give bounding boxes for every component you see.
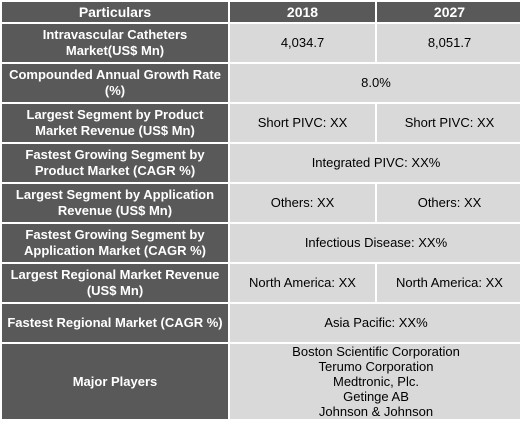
row-label-fastest-product: Fastest Growing Segment by Product Marke…: [2, 144, 228, 182]
table-row: Largest Segment by Product Market Revenu…: [2, 104, 520, 142]
table-row: Fastest Regional Market (CAGR %) Asia Pa…: [2, 304, 520, 342]
cell-largest-regional-2027: North America: XX: [377, 264, 520, 302]
player-name: Terumo Corporation: [318, 359, 434, 374]
table-row: Fastest Growing Segment by Product Marke…: [2, 144, 520, 182]
cell-largest-regional-2018: North America: XX: [230, 264, 375, 302]
row-label-largest-regional: Largest Regional Market Revenue (US$ Mn): [2, 264, 228, 302]
cell-largest-application-2018: Others: XX: [230, 184, 375, 222]
player-name: Boston Scientific Corporation: [292, 344, 460, 359]
row-label-largest-product: Largest Segment by Product Market Revenu…: [2, 104, 228, 142]
cell-fastest-regional: Asia Pacific: XX%: [230, 304, 520, 342]
row-label-market-size: Intravascular Catheters Market(US$ Mn): [2, 24, 228, 62]
header-year-2027: 2027: [377, 2, 520, 22]
cell-fastest-product: Integrated PIVC: XX%: [230, 144, 520, 182]
player-name: Getinge AB: [343, 389, 409, 404]
table-row: Largest Segment by Application Revenue (…: [2, 184, 520, 222]
row-label-major-players: Major Players: [2, 344, 228, 419]
row-label-largest-application: Largest Segment by Application Revenue (…: [2, 184, 228, 222]
cell-fastest-application: Infectious Disease: XX%: [230, 224, 520, 262]
cell-largest-product-2018: Short PIVC: XX: [230, 104, 375, 142]
table-row: Intravascular Catheters Market(US$ Mn) 4…: [2, 24, 520, 62]
cell-largest-product-2027: Short PIVC: XX: [377, 104, 520, 142]
header-particulars: Particulars: [2, 2, 228, 22]
cell-major-players: Boston Scientific Corporation Terumo Cor…: [230, 344, 520, 419]
row-label-fastest-regional: Fastest Regional Market (CAGR %): [2, 304, 228, 342]
cell-cagr: 8.0%: [230, 64, 520, 102]
row-label-cagr: Compounded Annual Growth Rate (%): [2, 64, 228, 102]
cell-market-2027: 8,051.7: [377, 24, 520, 62]
table-row: Fastest Growing Segment by Application M…: [2, 224, 520, 262]
cell-market-2018: 4,034.7: [230, 24, 375, 62]
header-row: Particulars 2018 2027: [2, 2, 520, 22]
table-row: Major Players Boston Scientific Corporat…: [2, 344, 520, 419]
player-name: Medtronic, Plc.: [333, 374, 419, 389]
header-year-2018: 2018: [230, 2, 375, 22]
table-row: Largest Regional Market Revenue (US$ Mn)…: [2, 264, 520, 302]
cell-largest-application-2027: Others: XX: [377, 184, 520, 222]
table-row: Compounded Annual Growth Rate (%) 8.0%: [2, 64, 520, 102]
row-label-fastest-application: Fastest Growing Segment by Application M…: [2, 224, 228, 262]
